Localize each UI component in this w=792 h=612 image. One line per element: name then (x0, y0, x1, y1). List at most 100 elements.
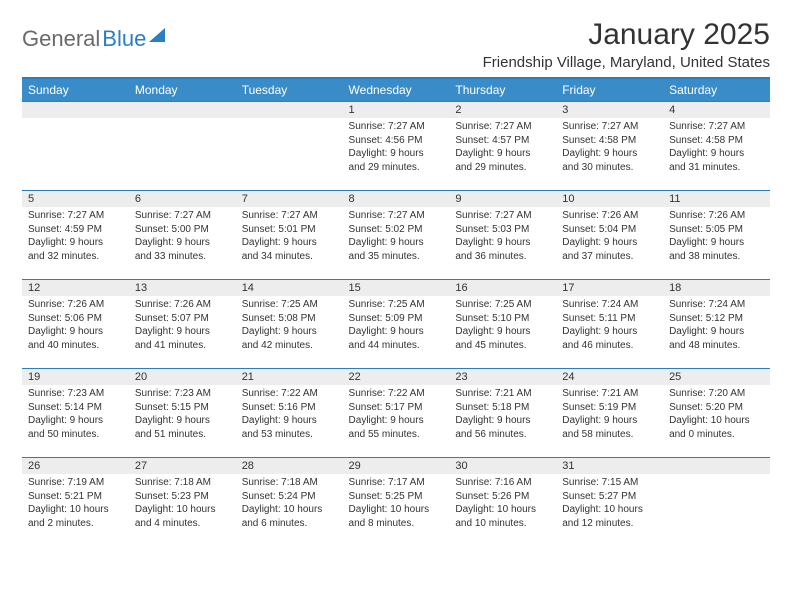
day-details: Sunrise: 7:25 AMSunset: 5:09 PMDaylight:… (343, 296, 450, 356)
weekday-header: Friday (556, 78, 663, 102)
daylight-line: Daylight: 9 hours (28, 414, 123, 428)
calendar-day-cell: 15Sunrise: 7:25 AMSunset: 5:09 PMDayligh… (343, 280, 450, 369)
day-number: 22 (343, 369, 450, 385)
daylight-line: Daylight: 9 hours (669, 147, 764, 161)
daylight-line: and 0 minutes. (669, 428, 764, 442)
day-details: Sunrise: 7:15 AMSunset: 5:27 PMDaylight:… (556, 474, 663, 534)
day-details: Sunrise: 7:26 AMSunset: 5:04 PMDaylight:… (556, 207, 663, 267)
day-details (129, 118, 236, 124)
daylight-line: and 44 minutes. (349, 339, 444, 353)
daylight-line: Daylight: 9 hours (562, 236, 657, 250)
day-number (663, 458, 770, 474)
day-number: 24 (556, 369, 663, 385)
daylight-line: Daylight: 9 hours (562, 147, 657, 161)
day-details (663, 474, 770, 480)
sunrise-line: Sunrise: 7:27 AM (349, 120, 444, 134)
day-details: Sunrise: 7:21 AMSunset: 5:19 PMDaylight:… (556, 385, 663, 445)
sunrise-line: Sunrise: 7:18 AM (135, 476, 230, 490)
day-details: Sunrise: 7:16 AMSunset: 5:26 PMDaylight:… (449, 474, 556, 534)
day-details: Sunrise: 7:23 AMSunset: 5:15 PMDaylight:… (129, 385, 236, 445)
sunrise-line: Sunrise: 7:17 AM (349, 476, 444, 490)
sunset-line: Sunset: 5:15 PM (135, 401, 230, 415)
sunset-line: Sunset: 5:20 PM (669, 401, 764, 415)
sunset-line: Sunset: 5:02 PM (349, 223, 444, 237)
day-number: 1 (343, 102, 450, 118)
calendar-table: SundayMondayTuesdayWednesdayThursdayFrid… (22, 77, 770, 547)
calendar-day-cell: 29Sunrise: 7:17 AMSunset: 5:25 PMDayligh… (343, 458, 450, 547)
calendar-empty-cell (236, 102, 343, 191)
weekday-header: Tuesday (236, 78, 343, 102)
day-details: Sunrise: 7:21 AMSunset: 5:18 PMDaylight:… (449, 385, 556, 445)
logo-text-2: Blue (102, 26, 146, 52)
daylight-line: Daylight: 9 hours (562, 414, 657, 428)
day-details: Sunrise: 7:27 AMSunset: 4:59 PMDaylight:… (22, 207, 129, 267)
daylight-line: and 10 minutes. (455, 517, 550, 531)
calendar-empty-cell (129, 102, 236, 191)
weekday-header: Thursday (449, 78, 556, 102)
day-number: 4 (663, 102, 770, 118)
sunrise-line: Sunrise: 7:20 AM (669, 387, 764, 401)
sunset-line: Sunset: 4:56 PM (349, 134, 444, 148)
day-details: Sunrise: 7:27 AMSunset: 5:03 PMDaylight:… (449, 207, 556, 267)
day-number: 29 (343, 458, 450, 474)
day-number: 12 (22, 280, 129, 296)
calendar-body: 1Sunrise: 7:27 AMSunset: 4:56 PMDaylight… (22, 102, 770, 547)
calendar-day-cell: 5Sunrise: 7:27 AMSunset: 4:59 PMDaylight… (22, 191, 129, 280)
daylight-line: Daylight: 9 hours (669, 236, 764, 250)
daylight-line: and 50 minutes. (28, 428, 123, 442)
day-number: 17 (556, 280, 663, 296)
calendar-day-cell: 4 Sunrise: 7:27 AMSunset: 4:58 PMDaylight… (663, 102, 770, 191)
month-title: January 2025 (483, 18, 770, 52)
sunrise-line: Sunrise: 7:27 AM (349, 209, 444, 223)
daylight-line: and 12 minutes. (562, 517, 657, 531)
daylight-line: and 4 minutes. (135, 517, 230, 531)
calendar-day-cell: 23Sunrise: 7:21 AMSunset: 5:18 PMDayligh… (449, 369, 556, 458)
daylight-line: Daylight: 9 hours (455, 147, 550, 161)
daylight-line: Daylight: 9 hours (28, 236, 123, 250)
sunrise-line: Sunrise: 7:27 AM (562, 120, 657, 134)
calendar-day-cell: 31Sunrise: 7:15 AMSunset: 5:27 PMDayligh… (556, 458, 663, 547)
daylight-line: and 53 minutes. (242, 428, 337, 442)
calendar-day-cell: 13Sunrise: 7:26 AMSunset: 5:07 PMDayligh… (129, 280, 236, 369)
day-number: 26 (22, 458, 129, 474)
sunrise-line: Sunrise: 7:16 AM (455, 476, 550, 490)
calendar-day-cell: 22Sunrise: 7:22 AMSunset: 5:17 PMDayligh… (343, 369, 450, 458)
day-details: Sunrise: 7:27 AMSunset: 5:02 PMDaylight:… (343, 207, 450, 267)
calendar-day-cell: 20Sunrise: 7:23 AMSunset: 5:15 PMDayligh… (129, 369, 236, 458)
weekday-header: Monday (129, 78, 236, 102)
day-details: Sunrise: 7:24 AMSunset: 5:11 PMDaylight:… (556, 296, 663, 356)
daylight-line: Daylight: 9 hours (135, 325, 230, 339)
calendar-day-cell: 26Sunrise: 7:19 AMSunset: 5:21 PMDayligh… (22, 458, 129, 547)
daylight-line: Daylight: 9 hours (242, 236, 337, 250)
calendar-day-cell: 27Sunrise: 7:18 AMSunset: 5:23 PMDayligh… (129, 458, 236, 547)
calendar-day-cell: 2Sunrise: 7:27 AMSunset: 4:57 PMDaylight… (449, 102, 556, 191)
calendar-week-row: 19Sunrise: 7:23 AMSunset: 5:14 PMDayligh… (22, 369, 770, 458)
daylight-line: Daylight: 9 hours (28, 325, 123, 339)
daylight-line: Daylight: 9 hours (455, 325, 550, 339)
sunset-line: Sunset: 5:09 PM (349, 312, 444, 326)
day-details: Sunrise: 7:22 AMSunset: 5:16 PMDaylight:… (236, 385, 343, 445)
day-number: 28 (236, 458, 343, 474)
day-details: Sunrise: 7:26 AMSunset: 5:07 PMDaylight:… (129, 296, 236, 356)
daylight-line: Daylight: 10 hours (669, 414, 764, 428)
daylight-line: and 30 minutes. (562, 161, 657, 175)
calendar-day-cell: 21Sunrise: 7:22 AMSunset: 5:16 PMDayligh… (236, 369, 343, 458)
sunset-line: Sunset: 4:58 PM (669, 134, 764, 148)
day-details: Sunrise: 7:23 AMSunset: 5:14 PMDaylight:… (22, 385, 129, 445)
sunrise-line: Sunrise: 7:21 AM (455, 387, 550, 401)
day-number: 3 (556, 102, 663, 118)
sunrise-line: Sunrise: 7:15 AM (562, 476, 657, 490)
calendar-day-cell: 8Sunrise: 7:27 AMSunset: 5:02 PMDaylight… (343, 191, 450, 280)
sunset-line: Sunset: 5:14 PM (28, 401, 123, 415)
logo-triangle-icon (149, 28, 165, 42)
day-details: Sunrise: 7:25 AMSunset: 5:10 PMDaylight:… (449, 296, 556, 356)
sunset-line: Sunset: 5:03 PM (455, 223, 550, 237)
daylight-line: and 29 minutes. (455, 161, 550, 175)
daylight-line: and 29 minutes. (349, 161, 444, 175)
sunrise-line: Sunrise: 7:27 AM (669, 120, 764, 134)
sunrise-line: Sunrise: 7:25 AM (349, 298, 444, 312)
daylight-line: Daylight: 9 hours (562, 325, 657, 339)
daylight-line: and 37 minutes. (562, 250, 657, 264)
calendar-week-row: 26Sunrise: 7:19 AMSunset: 5:21 PMDayligh… (22, 458, 770, 547)
daylight-line: Daylight: 9 hours (135, 236, 230, 250)
